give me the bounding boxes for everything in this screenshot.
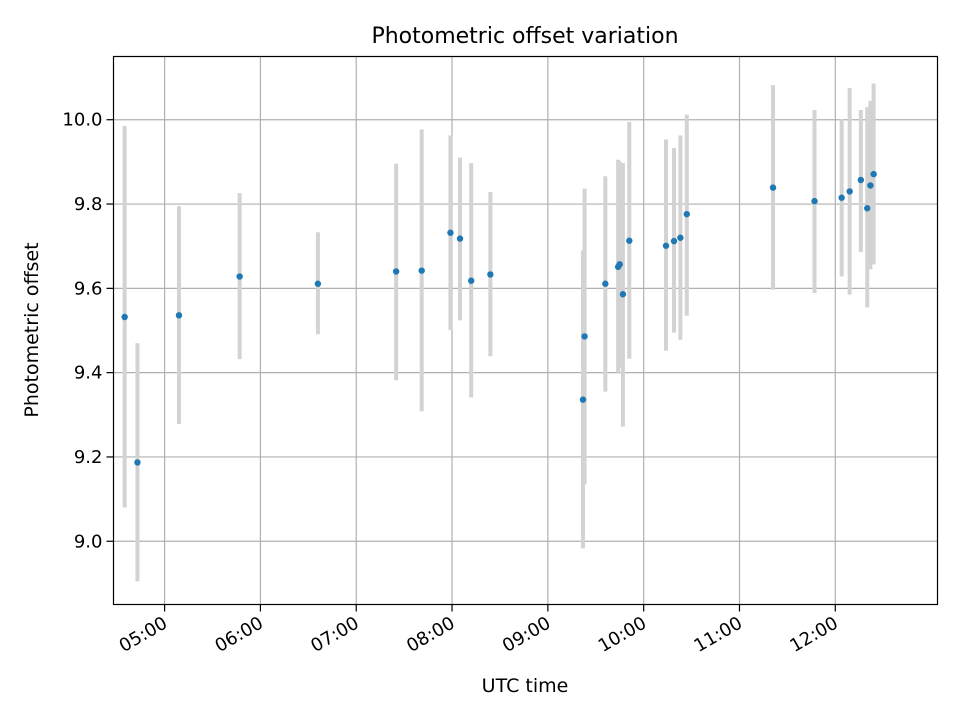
data-point <box>619 291 627 298</box>
chart-title: Photometric offset variation <box>371 24 678 49</box>
data-point <box>487 271 494 278</box>
data-point <box>602 280 609 287</box>
data-point <box>626 237 633 244</box>
data-point <box>811 197 818 205</box>
data-point <box>447 229 454 236</box>
plot-frame <box>112 55 939 606</box>
data-point <box>236 273 243 280</box>
data-point <box>581 333 588 340</box>
y-tick-label: 9.6 <box>74 278 103 299</box>
data-point <box>670 237 678 245</box>
data-point <box>857 176 865 184</box>
data-point <box>392 268 400 275</box>
data-point <box>769 184 777 191</box>
point-layer <box>121 170 877 466</box>
y-tick-label: 10.0 <box>62 110 102 131</box>
data-point <box>683 210 690 218</box>
data-point <box>864 205 871 212</box>
data-point <box>846 188 853 195</box>
data-point <box>867 182 874 189</box>
data-point <box>616 261 623 268</box>
data-point <box>838 194 845 201</box>
data-point <box>870 170 877 178</box>
y-tick-label: 9.8 <box>74 194 103 215</box>
y-tick-label: 9.2 <box>74 447 103 468</box>
data-point <box>662 242 670 249</box>
y-tick-label: 9.4 <box>74 363 103 384</box>
data-point <box>677 234 684 241</box>
data-point <box>121 313 128 321</box>
y-tick-label: 9.0 <box>74 531 103 552</box>
x-axis-label: UTC time <box>482 675 569 697</box>
data-point <box>418 267 425 274</box>
data-point <box>134 459 141 466</box>
data-point <box>314 280 322 287</box>
data-point <box>456 235 464 242</box>
y-axis-label: Photometric offset <box>21 242 43 417</box>
data-point <box>175 312 183 319</box>
data-point <box>579 396 587 403</box>
grid-layer <box>113 56 938 605</box>
data-point <box>468 277 475 284</box>
